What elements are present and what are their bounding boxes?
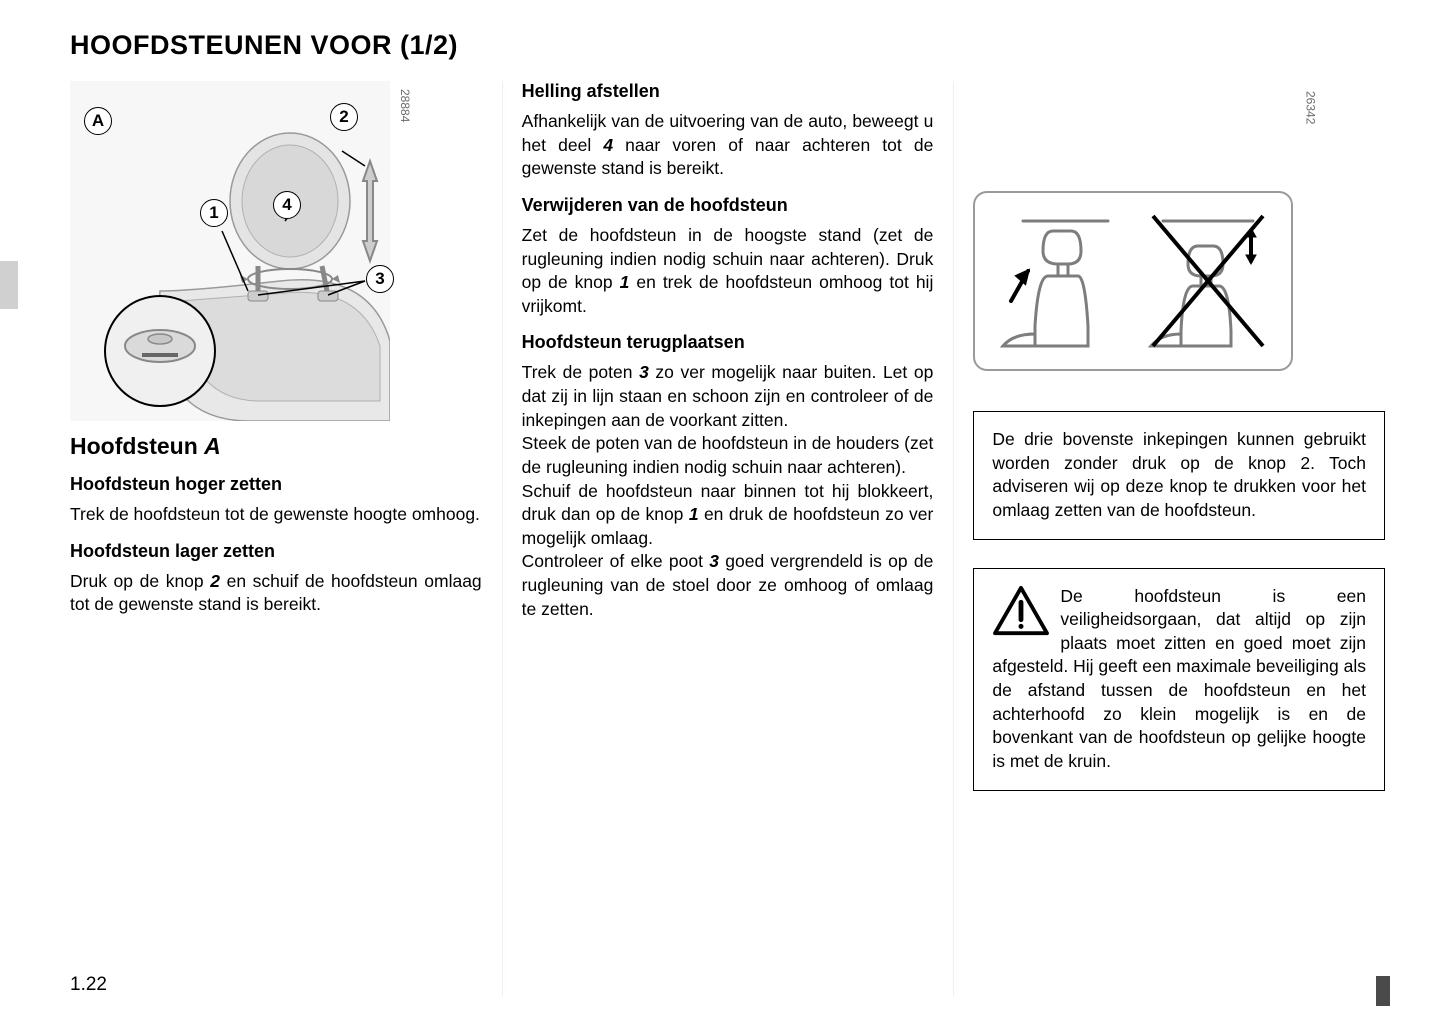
body-lager: Druk op de knop 2 en schuif de hoofdsteu… [70, 570, 482, 617]
gray-margin-tab [0, 261, 18, 309]
subhead-verwijderen: Verwijderen van de hoofdsteun [522, 195, 934, 216]
subhead-lager: Hoofdsteun lager zetten [70, 541, 482, 562]
figure-headrest-a: 28884 [70, 81, 390, 421]
column-left: 28884 [70, 81, 482, 996]
callout-label-2: 2 [330, 103, 358, 131]
headrest-illustration [70, 81, 390, 421]
callout-label-3: 3 [366, 265, 394, 293]
body-hoger: Trek de hoofdsteun tot de gewenste hoogt… [70, 503, 482, 527]
info-box: De drie bovenste inkepingen kunnen gebru… [973, 411, 1385, 540]
body-helling: Afhankelijk van de uitvoering van de aut… [522, 110, 934, 181]
seat-correct-icon [993, 206, 1123, 356]
column-right: 26342 [973, 81, 1385, 996]
warning-icon [992, 585, 1050, 637]
subhead-helling: Helling afstellen [522, 81, 934, 102]
figure-correct-incorrect: 26342 [973, 191, 1293, 371]
page-number: 1.22 [70, 974, 107, 996]
columns: 28884 [70, 81, 1385, 996]
section-title-a: Hoofdsteun A [70, 433, 482, 460]
body-verwijderen: Zet de hoofdsteun in de hoogste stand (z… [522, 224, 934, 319]
callout-label-4: 4 [273, 191, 301, 219]
subhead-terugplaatsen: Hoofdsteun terugplaatsen [522, 332, 934, 353]
figure2-inner [973, 191, 1293, 371]
image-code-2: 26342 [1303, 91, 1317, 124]
black-margin-tab [1376, 976, 1390, 1006]
image-code: 28884 [398, 89, 412, 122]
section-title-prefix: Hoofdsteun [70, 433, 204, 459]
seat-incorrect-icon [1143, 206, 1273, 356]
warning-box: De hoofdsteun is een veiligheidsorgaan, … [973, 568, 1385, 791]
callout-label-1: 1 [200, 199, 228, 227]
manual-page: HOOFDSTEUNEN VOOR (1/2) 28884 [0, 0, 1445, 1026]
section-title-letter: A [204, 433, 221, 459]
body-terugplaatsen: Trek de poten 3 zo ver mogelijk naar bui… [522, 361, 934, 621]
subhead-hoger: Hoofdsteun hoger zetten [70, 474, 482, 495]
column-middle: Helling afstellen Afhankelijk van de uit… [522, 81, 934, 996]
callout-label-a: A [84, 107, 112, 135]
page-title: HOOFDSTEUNEN VOOR (1/2) [70, 30, 1385, 61]
